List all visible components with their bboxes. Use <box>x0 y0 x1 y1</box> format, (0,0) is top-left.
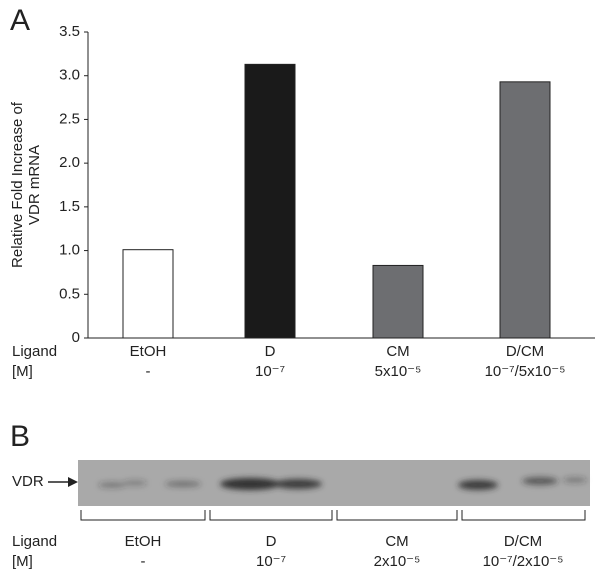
row-label: [M] <box>12 553 33 570</box>
x-tick-label: EtOH <box>130 343 167 360</box>
x-tick-sublabel: 10⁻⁷/5x10⁻⁵ <box>485 363 566 380</box>
panel-label: B <box>10 420 30 453</box>
x-tick-label: D <box>265 343 276 360</box>
blot-image <box>78 460 590 506</box>
lane-label: CM <box>385 533 408 550</box>
x-tick-label: CM <box>386 343 409 360</box>
lane-sublabel: 10⁻⁷/2x10⁻⁵ <box>483 553 564 570</box>
x-tick-sublabel: 5x10⁻⁵ <box>375 363 422 380</box>
x-tick-sublabel: - <box>146 363 151 380</box>
lane-label: EtOH <box>125 533 162 550</box>
y-tick-label: 2.5 <box>59 110 80 127</box>
panel-label: A <box>10 4 30 37</box>
lane-sublabel: - <box>141 553 146 570</box>
lane-sublabel: 10⁻⁷ <box>256 553 286 570</box>
y-axis-label: Relative Fold Increase of <box>9 101 26 268</box>
x-tick-label: D/CM <box>506 343 544 360</box>
row-label: Ligand <box>12 343 57 360</box>
x-tick-sublabel: 10⁻⁷ <box>255 363 285 380</box>
row-label: [M] <box>12 363 33 380</box>
y-tick-label: 0 <box>72 329 80 346</box>
band-label: VDR <box>12 473 44 490</box>
row-label: Ligand <box>12 533 57 550</box>
bar <box>122 249 174 339</box>
y-tick-label: 0.5 <box>59 285 80 302</box>
band-arrow <box>48 477 78 487</box>
bar <box>244 63 296 339</box>
bar <box>372 264 424 339</box>
y-tick-label: 1.5 <box>59 198 80 215</box>
y-tick-label: 3.0 <box>59 67 80 84</box>
lane-sublabel: 2x10⁻⁵ <box>374 553 421 570</box>
y-tick-label: 1.0 <box>59 242 80 259</box>
lane-brackets <box>80 510 586 521</box>
y-tick-label: 2.0 <box>59 154 80 171</box>
y-tick-label: 3.5 <box>59 23 80 40</box>
y-axis-label: VDR mRNA <box>26 145 43 225</box>
lane-label: D/CM <box>504 533 542 550</box>
bar <box>499 81 551 339</box>
lane-label: D <box>266 533 277 550</box>
